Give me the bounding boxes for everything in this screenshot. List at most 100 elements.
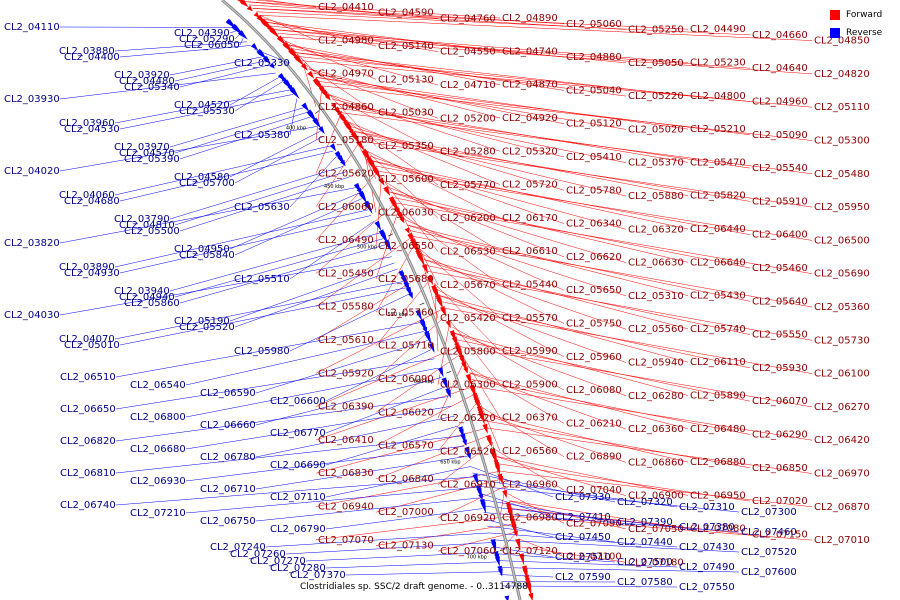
forward-gene-arrow bbox=[482, 423, 488, 434]
reverse-gene-label: CL2_07110 bbox=[270, 492, 326, 503]
reverse-gene-label: CL2_05290 bbox=[179, 34, 235, 45]
forward-gene-label: CL2_05910 bbox=[752, 196, 808, 207]
reverse-gene-label: CL2_04070 bbox=[59, 334, 115, 345]
forward-connector bbox=[315, 235, 414, 307]
forward-gene-label: CL2_04590 bbox=[378, 8, 434, 19]
forward-connector bbox=[375, 241, 416, 313]
forward-connector bbox=[434, 283, 439, 352]
forward-gene-label: CL2_06210 bbox=[566, 418, 622, 429]
forward-gene-label: CL2_06980 bbox=[502, 513, 558, 524]
forward-gene-label: CL2_06870 bbox=[814, 502, 870, 513]
reverse-gene-arrow bbox=[290, 88, 300, 100]
reverse-gene-label: CL2_06590 bbox=[200, 388, 256, 399]
reverse-connector bbox=[229, 76, 280, 106]
reverse-connector bbox=[234, 135, 324, 184]
reverse-gene-label: CL2_03930 bbox=[4, 94, 60, 105]
forward-gene-arrow bbox=[528, 592, 534, 600]
reverse-gene-label: CL2_04680 bbox=[64, 196, 120, 207]
reverse-gene-label: CL2_07580 bbox=[617, 577, 673, 588]
reverse-gene-label: CL2_05330 bbox=[234, 58, 290, 69]
forward-connector bbox=[363, 145, 377, 213]
forward-gene-label: CL2_04760 bbox=[440, 13, 496, 24]
reverse-gene-label: CL2_05390 bbox=[124, 154, 180, 165]
reverse-gene-label: CL2_04030 bbox=[4, 310, 60, 321]
forward-connector bbox=[274, 29, 689, 63]
forward-gene-label: CL2_05650 bbox=[566, 285, 622, 296]
forward-gene-label: CL2_05130 bbox=[378, 74, 434, 85]
forward-gene-label: CL2_05610 bbox=[318, 335, 374, 346]
reverse-gene-arrow bbox=[250, 42, 259, 51]
forward-connector bbox=[478, 399, 501, 452]
reverse-connector bbox=[265, 532, 490, 548]
forward-gene-label: CL2_05770 bbox=[440, 180, 496, 191]
forward-connector bbox=[499, 531, 518, 552]
forward-gene-label: CL2_04860 bbox=[318, 102, 374, 113]
forward-connector bbox=[328, 94, 501, 152]
reverse-gene-label: CL2_07260 bbox=[230, 549, 286, 560]
reverse-connector bbox=[179, 176, 350, 232]
forward-gene-label: CL2_05410 bbox=[566, 152, 622, 163]
forward-gene-arrow bbox=[478, 412, 485, 425]
reverse-gene-arrow bbox=[268, 62, 275, 69]
forward-gene-label: CL2_05950 bbox=[814, 202, 870, 213]
forward-connector bbox=[351, 126, 565, 191]
forward-gene-label: CL2_05740 bbox=[690, 324, 746, 335]
reverse-connector bbox=[169, 166, 344, 220]
forward-connector bbox=[375, 176, 382, 246]
forward-gene-label: CL2_06480 bbox=[690, 424, 746, 435]
forward-gene-label: CL2_05680 bbox=[378, 274, 434, 285]
forward-connector bbox=[315, 270, 430, 341]
reverse-gene-arrow bbox=[374, 220, 382, 231]
forward-connector bbox=[347, 121, 501, 185]
forward-connector bbox=[315, 140, 361, 207]
forward-gene-label: CL2_06920 bbox=[440, 513, 496, 524]
forward-connector bbox=[459, 346, 813, 408]
forward-gene-label: CL2_05730 bbox=[814, 335, 870, 346]
forward-connector bbox=[366, 150, 501, 219]
reverse-gene-label: CL2_06780 bbox=[200, 452, 256, 463]
forward-connector bbox=[434, 283, 501, 352]
tick-mark bbox=[388, 233, 393, 237]
reverse-gene-arrow bbox=[494, 556, 500, 567]
forward-gene-arrow bbox=[440, 308, 447, 317]
forward-gene-label: CL2_06400 bbox=[752, 230, 808, 241]
forward-gene-label: CL2_06300 bbox=[440, 380, 496, 391]
reverse-gene-label: CL2_05520 bbox=[179, 322, 235, 333]
reverse-gene-label: CL2_06710 bbox=[200, 484, 256, 495]
reverse-connector bbox=[325, 561, 497, 569]
forward-gene-label: CL2_06890 bbox=[566, 452, 622, 463]
forward-gene-arrow bbox=[246, 5, 253, 12]
reverse-gene-label: CL2_06540 bbox=[130, 380, 186, 391]
reverse-gene-arrow bbox=[329, 143, 337, 152]
forward-gene-label: CL2_06940 bbox=[318, 502, 374, 513]
reverse-connector bbox=[229, 262, 395, 322]
forward-connector bbox=[288, 44, 501, 85]
forward-gene-label: CL2_05180 bbox=[318, 135, 374, 146]
forward-gene-label: CL2_07130 bbox=[378, 541, 434, 552]
forward-connector bbox=[308, 68, 501, 119]
forward-gene-label: CL2_05060 bbox=[566, 19, 622, 30]
forward-gene-label: CL2_05250 bbox=[628, 25, 684, 36]
forward-gene-label: CL2_06170 bbox=[502, 213, 558, 224]
forward-gene-arrow bbox=[515, 538, 521, 551]
reverse-gene-arrow bbox=[472, 473, 479, 486]
forward-gene-label: CL2_05940 bbox=[628, 358, 684, 369]
forward-connector bbox=[315, 112, 342, 174]
reverse-connector bbox=[289, 98, 298, 136]
forward-gene-label: CL2_05550 bbox=[752, 330, 808, 341]
forward-connector bbox=[259, 15, 813, 41]
reverse-gene-arrow bbox=[437, 367, 444, 378]
forward-gene-label: CL2_05460 bbox=[752, 263, 808, 274]
reverse-gene-label: CL2_07330 bbox=[555, 492, 611, 503]
forward-gene-label: CL2_04890 bbox=[502, 13, 558, 24]
forward-gene-label: CL2_05540 bbox=[752, 163, 808, 174]
reverse-connector bbox=[496, 560, 678, 568]
forward-gene-arrow bbox=[463, 367, 468, 374]
forward-gene-label: CL2_05220 bbox=[628, 91, 684, 102]
forward-gene-label: CL2_05450 bbox=[318, 268, 374, 279]
reverse-connector bbox=[185, 487, 477, 514]
forward-gene-label: CL2_07010 bbox=[814, 535, 870, 546]
forward-connector bbox=[483, 413, 627, 463]
forward-connector bbox=[421, 253, 565, 324]
reverse-gene-arrow bbox=[359, 192, 368, 205]
